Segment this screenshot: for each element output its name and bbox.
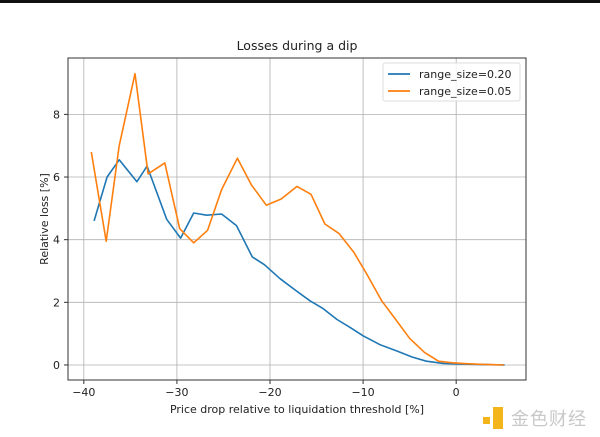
x-axis-label: Price drop relative to liquidation thres… bbox=[170, 403, 424, 416]
y-tick-label: 6 bbox=[53, 171, 60, 184]
y-axis-label: Relative loss [%] bbox=[38, 173, 51, 265]
x-tick-label: −40 bbox=[72, 386, 95, 399]
y-tick-label: 0 bbox=[53, 359, 60, 372]
series-line-range_size=0.05 bbox=[90, 72, 504, 366]
watermark: 金色财经 bbox=[483, 405, 587, 431]
series-line-range_size=0.20 bbox=[93, 159, 505, 366]
x-tick-label: −10 bbox=[351, 386, 374, 399]
plot-frame bbox=[67, 57, 527, 381]
x-ticks: −40 −30 −20 −10 0 bbox=[72, 380, 460, 399]
watermark-text: 金色财经 bbox=[511, 409, 587, 430]
x-tick-label: −20 bbox=[258, 386, 281, 399]
legend-box bbox=[382, 62, 521, 102]
legend: range_size=0.20 range_size=0.05 bbox=[382, 62, 521, 102]
x-tick-label: 0 bbox=[453, 386, 460, 399]
y-tick-label: 2 bbox=[53, 296, 60, 309]
chart-title: Losses during a dip bbox=[237, 38, 358, 53]
top-border bbox=[0, 0, 600, 3]
legend-label-range-0.20: range_size=0.20 bbox=[419, 68, 512, 81]
y-tick-label: 8 bbox=[53, 108, 60, 121]
y-tick-label: 4 bbox=[53, 234, 60, 247]
legend-label-range-0.05: range_size=0.05 bbox=[419, 85, 512, 98]
watermark-logo-icon bbox=[483, 407, 505, 429]
x-tick-label: −30 bbox=[165, 386, 188, 399]
y-ticks: 0 2 4 6 8 bbox=[53, 108, 68, 372]
grid bbox=[68, 58, 526, 380]
series-lines bbox=[90, 72, 505, 366]
